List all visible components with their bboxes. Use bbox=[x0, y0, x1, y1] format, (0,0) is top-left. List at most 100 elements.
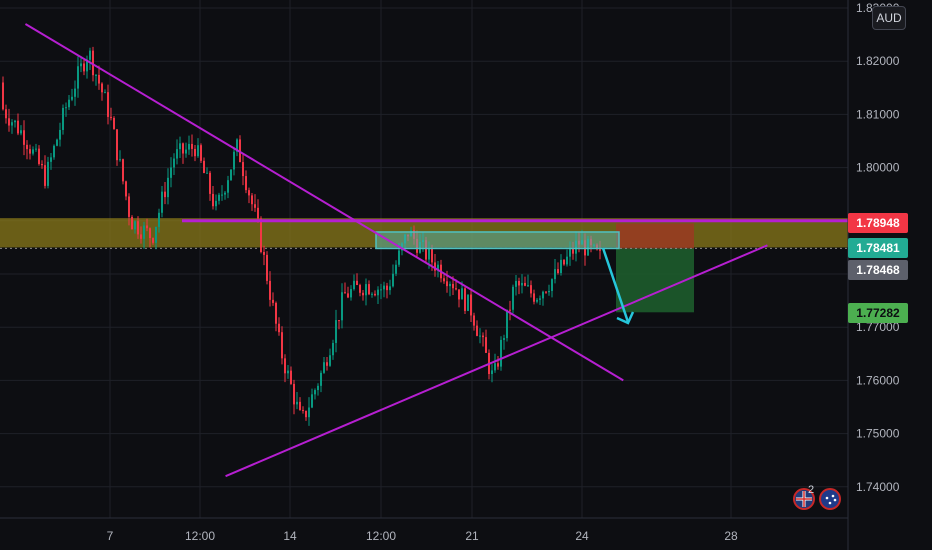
candle-body bbox=[56, 139, 58, 146]
candle-body bbox=[140, 234, 142, 239]
candle-body bbox=[563, 259, 565, 265]
candle-body bbox=[512, 286, 514, 310]
candle-body bbox=[413, 230, 415, 239]
candle-body bbox=[266, 254, 268, 281]
candle-body bbox=[479, 335, 481, 337]
candle-body bbox=[74, 88, 76, 97]
candle-body bbox=[236, 139, 238, 152]
candle-body bbox=[473, 315, 475, 326]
candle-body bbox=[104, 92, 106, 94]
candle-body bbox=[341, 292, 343, 321]
candle-body bbox=[335, 320, 337, 343]
candle-body bbox=[215, 200, 217, 207]
candle-body bbox=[356, 280, 358, 285]
candle-body bbox=[287, 370, 289, 374]
candle-body bbox=[284, 358, 286, 374]
candle-body bbox=[332, 342, 334, 356]
candle-body bbox=[2, 82, 4, 110]
x-tick-label: 28 bbox=[724, 529, 738, 543]
candle-body bbox=[392, 273, 394, 287]
candle-body bbox=[230, 169, 232, 181]
candle-body bbox=[464, 288, 466, 311]
candle-body bbox=[425, 240, 427, 260]
candle-body bbox=[143, 225, 145, 239]
x-tick-label: 12:00 bbox=[185, 529, 215, 543]
candle-body bbox=[500, 339, 502, 367]
candle-body bbox=[38, 148, 40, 164]
time-axis[interactable]: 7 12:00 14 12:00 21 24 28 bbox=[0, 517, 848, 543]
candle-body bbox=[308, 407, 310, 418]
y-tick-label: 1.75000 bbox=[856, 427, 900, 441]
candle-body bbox=[428, 248, 430, 260]
candle-body bbox=[314, 390, 316, 395]
ascending-trendline bbox=[225, 244, 768, 478]
au-flag-icon[interactable] bbox=[819, 488, 841, 510]
candle-body bbox=[206, 172, 208, 174]
candle-body bbox=[29, 149, 31, 154]
candle-body bbox=[257, 207, 259, 219]
candle-body bbox=[437, 264, 439, 271]
uk-flag-icon[interactable] bbox=[793, 488, 815, 510]
candle-body bbox=[536, 299, 538, 302]
candle-body bbox=[41, 163, 43, 166]
currency-button[interactable]: AUD bbox=[872, 6, 906, 30]
take-profit-zone bbox=[616, 248, 694, 313]
candle-body bbox=[260, 218, 262, 253]
candle-body bbox=[455, 288, 457, 290]
candle-body bbox=[188, 143, 190, 150]
projection-arrow-line bbox=[601, 247, 630, 323]
candle-body bbox=[323, 362, 325, 373]
candle-body bbox=[578, 240, 580, 245]
candle-body bbox=[326, 362, 328, 366]
candle-body bbox=[296, 401, 298, 405]
candle-body bbox=[551, 279, 553, 291]
candle-body bbox=[5, 109, 7, 119]
candle-body bbox=[98, 74, 100, 84]
candle-body bbox=[380, 289, 382, 291]
candle-body bbox=[548, 290, 550, 293]
y-tick-label: 1.76000 bbox=[856, 373, 900, 387]
candle-body bbox=[14, 120, 16, 123]
candle-body bbox=[164, 191, 166, 198]
candle-body bbox=[11, 122, 13, 126]
candle-body bbox=[197, 145, 199, 157]
stop-loss-zone bbox=[616, 223, 694, 249]
candle-body bbox=[422, 240, 424, 243]
candle-body bbox=[359, 284, 361, 293]
candle-body bbox=[347, 293, 349, 298]
candle-body bbox=[587, 238, 589, 256]
candle-body bbox=[407, 234, 409, 237]
candle-body bbox=[572, 248, 574, 254]
candle-body bbox=[431, 248, 433, 263]
candle-body bbox=[503, 338, 505, 340]
candle-body bbox=[599, 249, 601, 251]
candle-body bbox=[128, 196, 130, 217]
candle-body bbox=[209, 172, 211, 194]
candle-body bbox=[155, 226, 157, 243]
candle-body bbox=[446, 281, 448, 287]
candle-body bbox=[344, 292, 346, 294]
candle-body bbox=[26, 144, 28, 150]
candle-body bbox=[62, 107, 64, 130]
candle-body bbox=[320, 372, 322, 386]
candle-body bbox=[71, 96, 73, 100]
candle-body bbox=[569, 248, 571, 257]
candle-body bbox=[161, 191, 163, 213]
candle-body bbox=[158, 212, 160, 227]
candle-body bbox=[113, 117, 115, 130]
candle-body bbox=[149, 228, 151, 239]
candle-body bbox=[338, 320, 340, 322]
candle-body bbox=[68, 99, 70, 108]
candle-body bbox=[449, 283, 451, 287]
candle-body bbox=[152, 238, 154, 243]
candle-body bbox=[554, 269, 556, 280]
candle-body bbox=[218, 194, 220, 201]
candle-body bbox=[173, 158, 175, 168]
candle-body bbox=[194, 148, 196, 157]
candle-body bbox=[557, 269, 559, 274]
candle-body bbox=[80, 63, 82, 67]
candle-body bbox=[281, 332, 283, 359]
currency-flags[interactable]: 2 bbox=[793, 484, 841, 514]
candle-body bbox=[389, 286, 391, 291]
